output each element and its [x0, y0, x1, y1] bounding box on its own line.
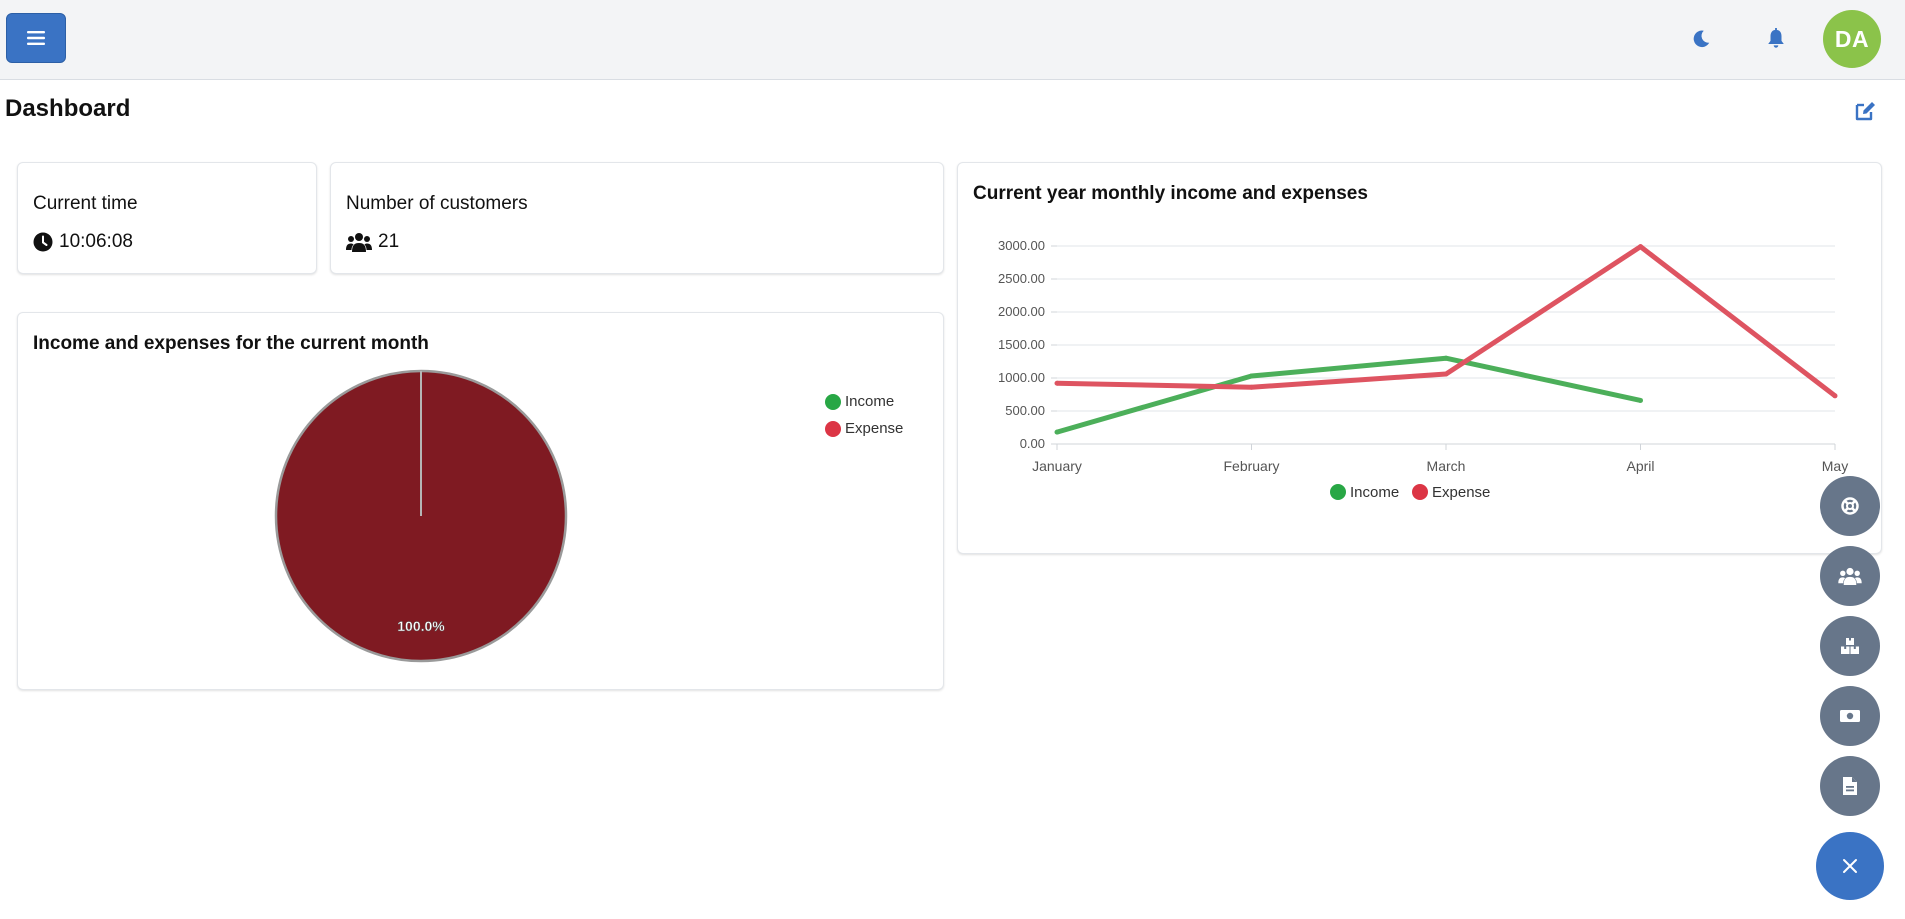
y-tick-label: 3000.00 [998, 238, 1045, 253]
fab-close-button[interactable] [1816, 832, 1884, 900]
legend-dot-income [825, 393, 841, 410]
clock-icon [33, 232, 53, 252]
yearly-chart-title: Current year monthly income and expenses [973, 183, 1368, 204]
data-point-income [1054, 429, 1060, 435]
top-navbar: DA [0, 0, 1905, 80]
data-point-income [1443, 355, 1449, 361]
pie-slice-label: 100.0% [397, 618, 445, 634]
legend-dot-income [1330, 484, 1346, 500]
fab-products[interactable] [1820, 616, 1880, 676]
legend-label-income: Income [845, 393, 895, 410]
y-tick-label: 0.00 [1020, 436, 1045, 451]
legend-label-expense: Expense [1432, 484, 1490, 501]
x-tick-label: April [1626, 458, 1654, 474]
data-point-expense [1638, 244, 1643, 250]
legend-label-income: Income [1350, 484, 1399, 501]
avatar-initials: DA [1834, 25, 1870, 52]
y-tick-label: 1500.00 [998, 337, 1045, 352]
fab-support[interactable] [1820, 476, 1880, 536]
pie-legend: Income Expense [825, 393, 903, 437]
menu-toggle-button[interactable] [6, 13, 66, 63]
y-tick-label: 500.00 [1005, 403, 1045, 418]
y-tick-label: 2500.00 [998, 271, 1045, 286]
fab-customers[interactable] [1820, 546, 1880, 606]
user-avatar[interactable]: DA [1823, 10, 1881, 68]
series-line-income [1056, 355, 1642, 435]
customers-label: Number of customers [346, 193, 528, 214]
y-tick-label: 1000.00 [998, 370, 1045, 385]
customers-value-row: 21 [346, 231, 399, 253]
current-time-card: Current time 10:06:08 [17, 162, 317, 274]
x-tick-label: February [1223, 458, 1279, 474]
x-tick-label: May [1822, 458, 1848, 474]
fab-invoices[interactable] [1820, 756, 1880, 816]
legend-item-income[interactable]: Income [825, 393, 903, 410]
edit-icon[interactable] [1853, 99, 1877, 123]
current-time-value-row: 10:06:08 [33, 231, 133, 253]
yearly-chart-card: Current year monthly income and expenses… [957, 162, 1882, 554]
current-time-label: Current time [33, 193, 138, 214]
hamburger-icon [27, 31, 45, 45]
life-ring-icon [1841, 497, 1859, 515]
file-invoice-icon [1843, 777, 1857, 795]
data-point-expense [1249, 384, 1254, 390]
current-time-value: 10:06:08 [59, 231, 133, 252]
customers-value: 21 [378, 231, 400, 252]
fab-payments[interactable] [1820, 686, 1880, 746]
pie-chart: 100.0% [274, 369, 568, 663]
data-point-income [1249, 373, 1254, 379]
money-bill-icon [1840, 710, 1860, 722]
legend-item-expense[interactable]: Expense [825, 420, 903, 437]
boxes-icon [1841, 638, 1859, 654]
close-icon [1843, 859, 1857, 873]
data-point-income [1638, 397, 1643, 403]
legend-dot-expense [825, 420, 841, 437]
y-tick-label: 2000.00 [998, 304, 1045, 319]
legend-label-expense: Expense [845, 420, 904, 437]
x-tick-label: March [1427, 458, 1466, 474]
current-month-title: Income and expenses for the current mont… [33, 333, 429, 354]
line-chart: 0.00 500.00 1000.00 1500.00 2000.00 2500.00 30… [998, 238, 1848, 501]
data-point-expense [1054, 380, 1060, 386]
users-icon [1838, 567, 1862, 585]
data-point-expense [1443, 371, 1449, 377]
bell-icon[interactable] [1765, 27, 1787, 51]
customers-card: Number of customers 21 [330, 162, 944, 274]
current-month-card: Income and expenses for the current mont… [17, 312, 944, 690]
x-tick-label: January [1032, 458, 1082, 474]
data-point-expense [1832, 393, 1838, 399]
users-icon [346, 233, 372, 252]
page-title: Dashboard [5, 95, 131, 122]
legend-dot-expense [1412, 484, 1428, 500]
moon-icon[interactable] [1690, 28, 1712, 50]
